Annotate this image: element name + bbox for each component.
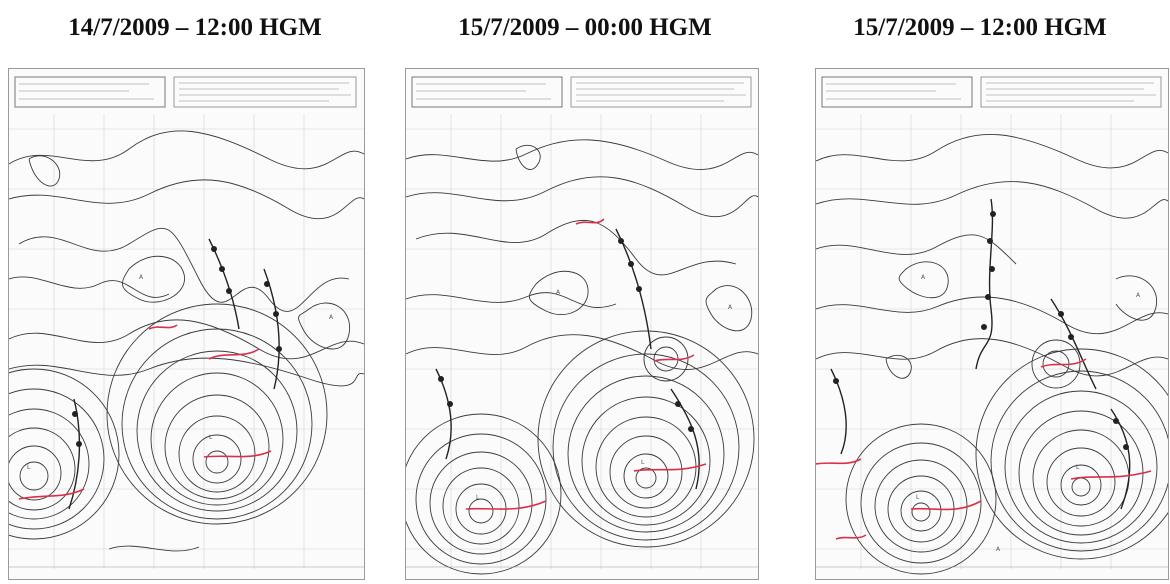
pressure-chart-icon: L L A A A — [816, 76, 1168, 575]
synoptic-map-2: L L A A — [405, 68, 759, 580]
panel-title: 14/7/2009 – 12:00 HGM — [68, 14, 322, 41]
pressure-chart-icon: L L A A — [9, 76, 364, 569]
synoptic-map-3: L L A A A — [815, 68, 1169, 580]
svg-text:L: L — [27, 464, 31, 471]
svg-text:A: A — [556, 289, 561, 296]
chart-panel-2: 15/7/2009 – 00:00 HGM — [390, 0, 780, 584]
chart-panel-1: 14/7/2009 – 12:00 HGM — [0, 0, 390, 584]
svg-text:A: A — [996, 546, 1001, 553]
svg-text:L: L — [209, 434, 213, 441]
panel-title: 15/7/2009 – 12:00 HGM — [853, 14, 1107, 41]
pressure-chart-icon: L L A A — [406, 76, 758, 575]
svg-text:L: L — [916, 494, 920, 501]
svg-text:A: A — [921, 274, 926, 281]
svg-text:L: L — [641, 459, 645, 466]
svg-text:L: L — [476, 494, 480, 501]
svg-text:A: A — [329, 314, 334, 321]
svg-text:A: A — [139, 274, 144, 281]
svg-text:A: A — [1136, 292, 1141, 299]
synoptic-map-1: L L A A — [8, 68, 365, 580]
svg-text:L: L — [1076, 464, 1080, 471]
chart-panel-3: 15/7/2009 – 12:00 HGM — [790, 0, 1170, 584]
svg-text:A: A — [728, 304, 733, 311]
panel-title: 15/7/2009 – 00:00 HGM — [458, 14, 712, 41]
